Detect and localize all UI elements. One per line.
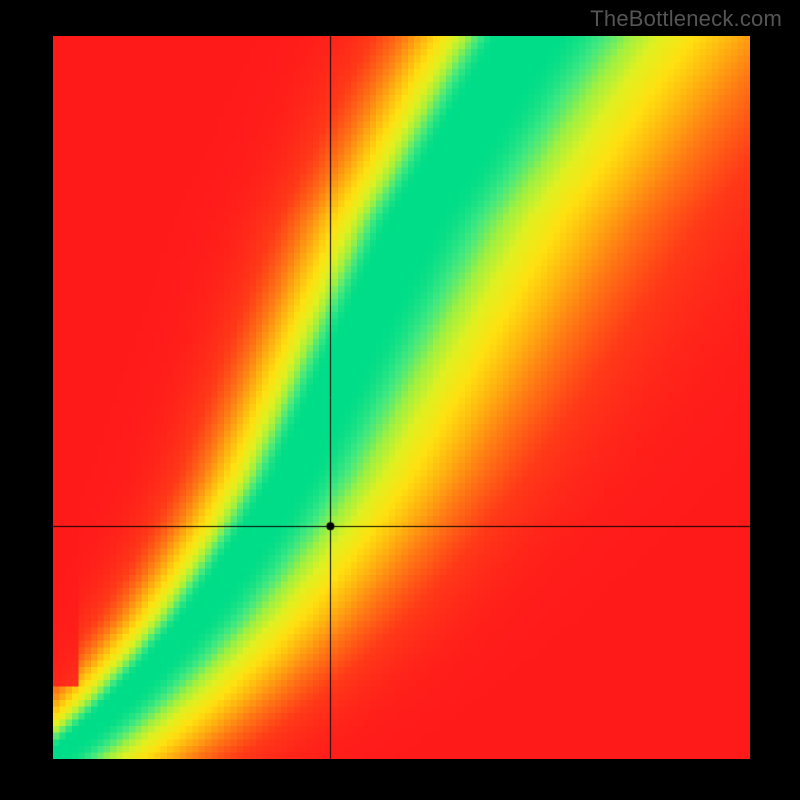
bottleneck-heatmap [53,36,750,759]
attribution-text: TheBottleneck.com [590,6,782,32]
figure-root: TheBottleneck.com [0,0,800,800]
